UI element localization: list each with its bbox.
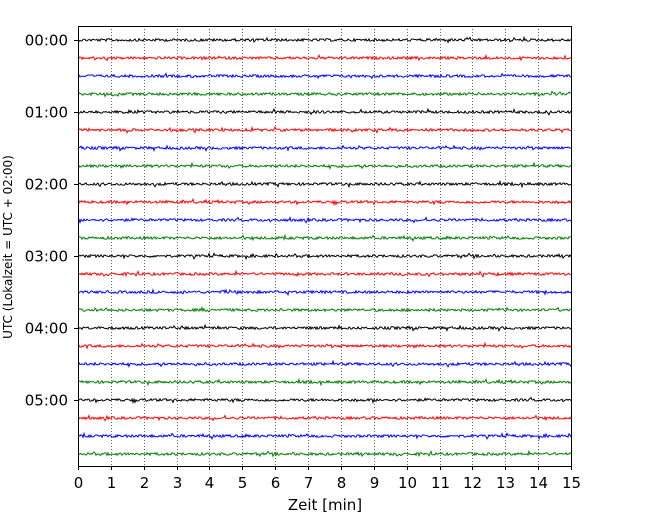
x-tick-label: 7	[304, 474, 314, 492]
x-axis: 0 1 2 3 4 5 6 7 8 9 10 11 12 13 14 15	[74, 466, 581, 492]
trace-line	[77, 252, 572, 261]
trace-line	[77, 216, 572, 225]
y-tick-label: 05:00	[25, 392, 68, 410]
x-tick-label: 13	[496, 474, 515, 492]
x-tick-label: 14	[529, 474, 548, 492]
y-tick-label: 04:00	[25, 320, 68, 338]
trace-line	[77, 377, 572, 387]
trace-line	[77, 305, 571, 313]
trace-line	[77, 72, 572, 80]
x-tick-label: 2	[140, 474, 150, 492]
trace-line	[77, 53, 572, 62]
trace-line	[77, 414, 572, 422]
y-tick-label: 02:00	[25, 176, 68, 194]
trace-line	[77, 144, 572, 153]
x-tick-label: 4	[205, 474, 215, 492]
y-tick-label: 00:00	[25, 32, 68, 50]
x-tick-label: 5	[238, 474, 248, 492]
x-tick-label: 6	[271, 474, 281, 492]
x-tick-label: 0	[74, 474, 84, 492]
trace-line	[77, 161, 572, 170]
trace-line	[77, 90, 572, 98]
trace-line	[77, 359, 572, 368]
y-tick-label: 03:00	[25, 248, 68, 266]
x-tick-label: 15	[562, 474, 581, 492]
trace-line	[77, 35, 572, 44]
traces	[77, 35, 572, 458]
trace-line	[77, 431, 572, 441]
trace-line	[77, 107, 572, 117]
trace-line	[77, 449, 572, 458]
trace-line	[77, 323, 572, 333]
x-tick-label: 3	[173, 474, 183, 492]
x-tick-label: 1	[107, 474, 117, 492]
x-tick-label: 8	[337, 474, 347, 492]
x-tick-label: 9	[370, 474, 380, 492]
trace-line	[77, 197, 572, 207]
x-tick-label: 10	[398, 474, 417, 492]
y-axis: 00:00 01:00 02:00 03:00 04:00 05:00	[25, 32, 78, 410]
plot-frame	[78, 26, 572, 467]
grid-lines	[111, 26, 539, 466]
y-tick-label: 01:00	[25, 104, 68, 122]
x-tick-label: 11	[431, 474, 450, 492]
trace-line	[77, 288, 572, 297]
trace-line	[77, 179, 572, 189]
trace-line	[77, 396, 572, 405]
y-axis-label: UTC (Lokalzeit = UTC + 02:00)	[1, 155, 15, 339]
trace-line	[77, 125, 572, 135]
trace-line	[77, 233, 572, 242]
x-tick-label: 12	[463, 474, 482, 492]
x-axis-label: Zeit [min]	[288, 496, 362, 514]
trace-line	[77, 341, 572, 350]
trace-line	[77, 269, 572, 278]
